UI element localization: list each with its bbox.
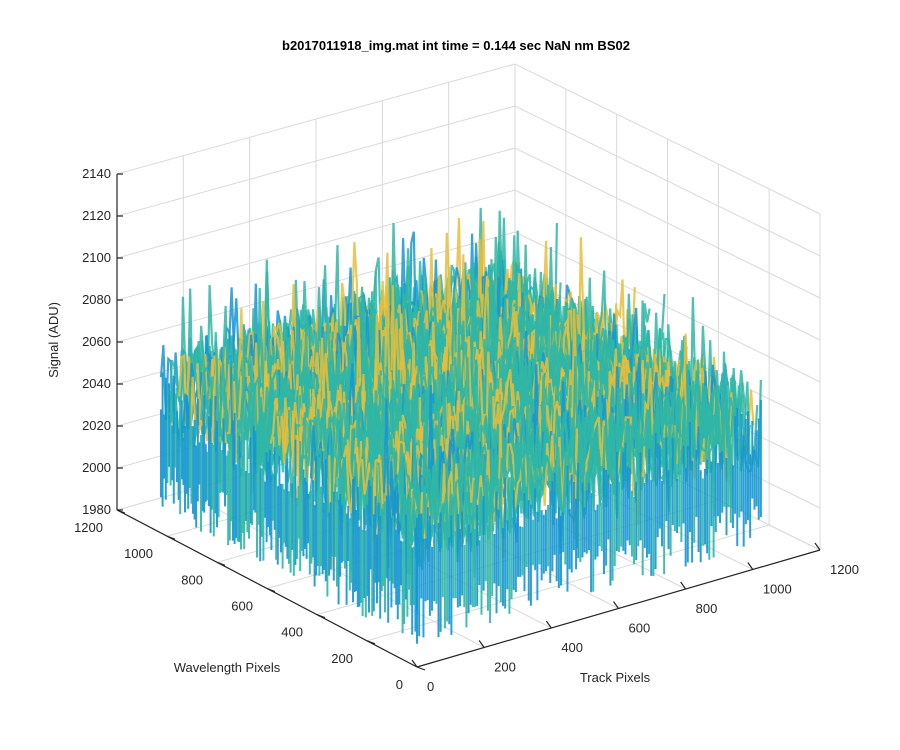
wall-grid-z-7 [116,105,821,257]
y-tick-label: 400 [281,625,303,640]
y-tick-label: 600 [231,599,253,614]
z-tick-label: 2080 [82,292,111,307]
y-tick-mark [216,561,226,566]
axes [116,173,821,671]
surface [159,207,762,644]
x-tick-mark [814,542,821,551]
x-tick-label: 200 [494,660,516,675]
y-tick-mark [266,587,276,593]
y-tick-mark [316,614,326,619]
y-tick-label: 1000 [124,546,153,561]
wall-grid-z-4 [116,231,821,383]
x-tick-label: 600 [629,621,651,636]
x-tick-mark [680,581,687,590]
z-tick-label: 2140 [82,166,111,181]
x-tick-label: 0 [427,679,434,694]
x-tick-mark [545,620,552,629]
z-tick-label: 1980 [82,502,111,517]
surface-ribbon-0 [415,351,762,571]
x-tick-mark [747,562,754,570]
x-tick-mark [478,640,485,648]
y-tick-label: 0 [396,677,403,692]
x-tick-mark [613,601,619,609]
x-tick-label: 400 [561,640,583,655]
y-tick-mark [116,509,126,514]
z-tick-label: 2040 [82,376,111,391]
x-tick-mark [411,659,418,668]
y-tick-label: 800 [181,572,203,587]
y-tick-label: 200 [331,651,353,666]
z-tick-label: 2000 [82,460,111,475]
z-tick-label: 2060 [82,334,111,349]
y-tick-mark [166,535,176,540]
z-tick-label: 2020 [82,418,111,433]
z-axis-label: Signal (ADU) [46,302,61,378]
tick-labels: 1980200020202040206020802100212021400200… [74,166,859,694]
x-axis-label: Track Pixels [580,670,651,685]
z-tick-label: 2100 [82,250,111,265]
wall-grid-z-6 [116,147,821,299]
y-tick-mark [366,640,376,645]
wall-grid-z-8 [116,63,821,215]
y-axis-label: Wavelength Pixels [174,660,281,675]
x-tick-label: 1200 [830,562,859,577]
z-tick-label: 2120 [82,208,111,223]
chart-title: b2017011918_img.mat int time = 0.144 sec… [282,38,630,53]
y-tick-mark [416,666,426,671]
x-tick-label: 800 [696,601,718,616]
wall-grid-z-5 [116,189,821,341]
x-tick-label: 1000 [763,582,792,597]
y-tick-label: 1200 [74,520,103,535]
